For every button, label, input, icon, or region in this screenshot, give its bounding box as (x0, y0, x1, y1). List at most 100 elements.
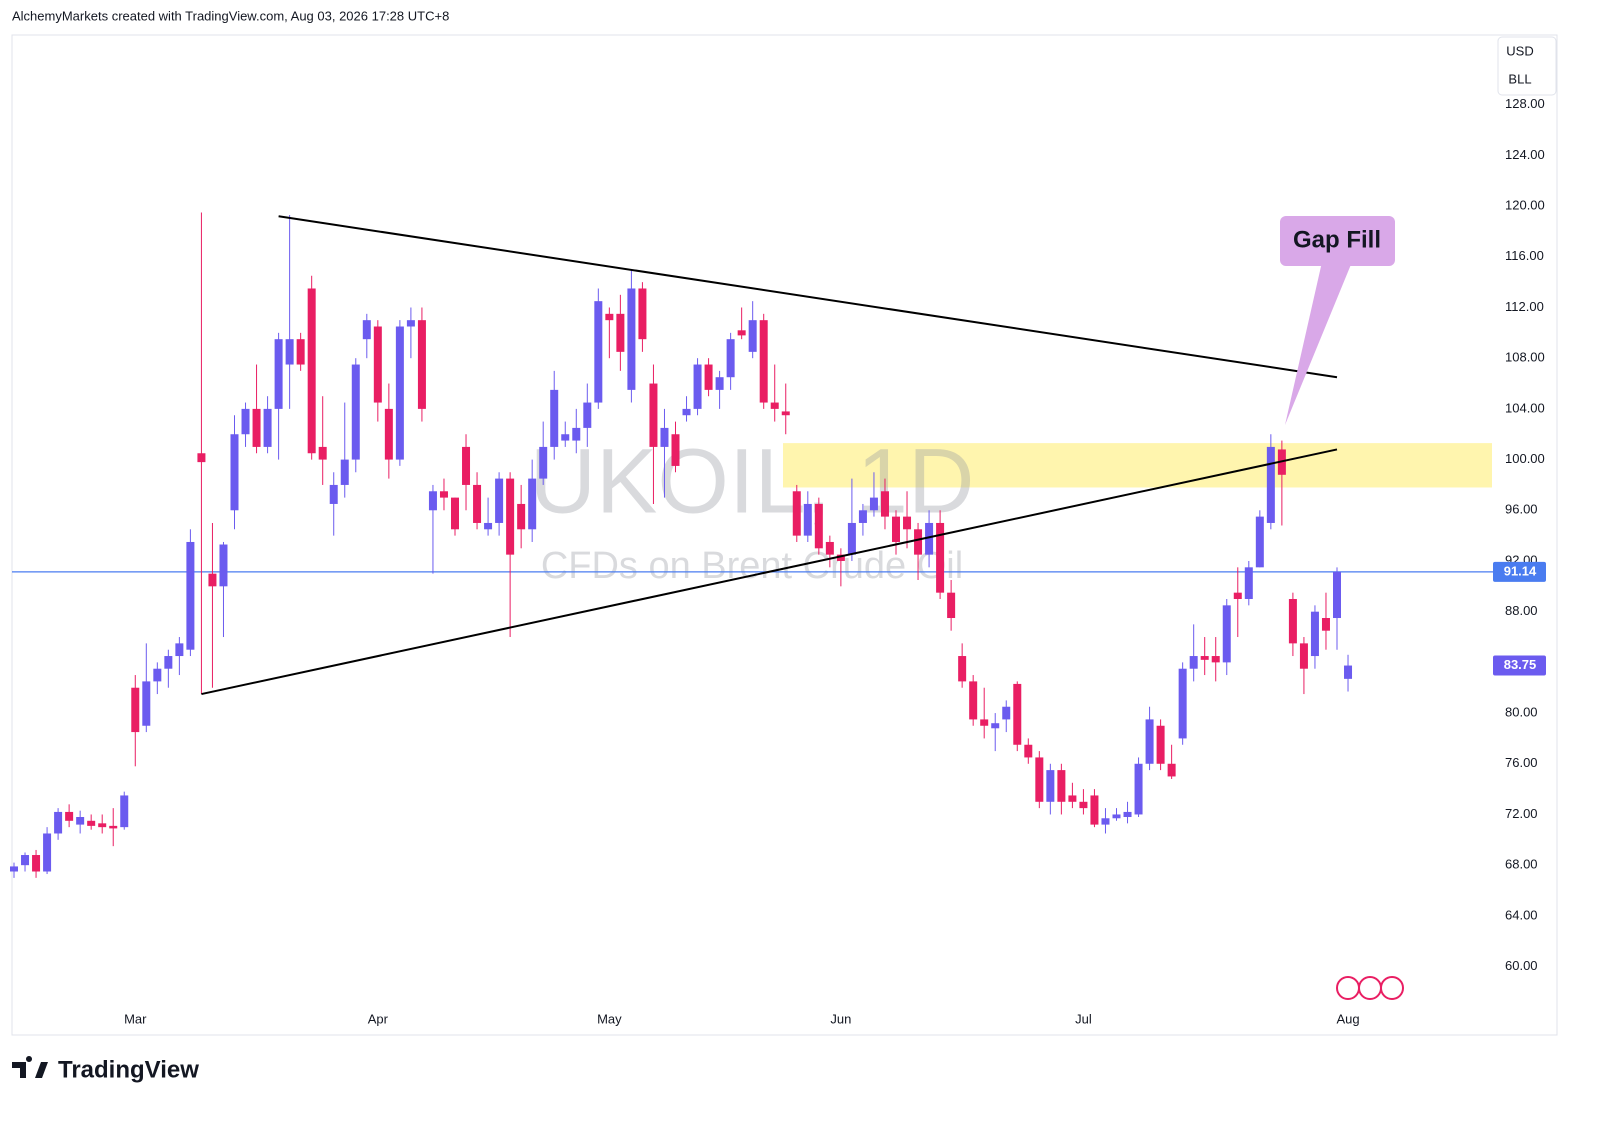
callout-text: Gap Fill (1293, 226, 1381, 253)
candle-body (208, 573, 217, 587)
candle-body (484, 522, 493, 530)
candle-body (1211, 656, 1220, 663)
candle-body (1288, 599, 1297, 644)
candle-body (880, 491, 889, 517)
candle-body (914, 529, 923, 555)
candle-body (671, 434, 680, 466)
candle-body (1299, 643, 1308, 669)
candle-body (991, 723, 1000, 729)
trendline (278, 215, 1338, 379)
candle-body (43, 833, 52, 872)
candle-body (704, 364, 713, 390)
candle-body (770, 402, 779, 409)
candle-body (825, 541, 834, 555)
candle-body (561, 434, 570, 441)
candle-body (1134, 763, 1143, 815)
candle-body (847, 522, 856, 555)
candle-body (1145, 719, 1154, 764)
y-tick-label: 76.00 (1505, 755, 1538, 770)
candle-body (594, 301, 603, 403)
candle-body (76, 817, 85, 825)
candle-body (1333, 571, 1341, 619)
candle-body (1156, 725, 1165, 764)
candle-body (109, 825, 118, 829)
candle-body (517, 503, 526, 530)
candle-body (737, 330, 746, 336)
candle-body (759, 320, 768, 403)
y-tick-label: 116.00 (1505, 248, 1544, 263)
header: AlchemyMarkets created with TradingView.… (12, 8, 449, 23)
x-tick-label: Mar (124, 1011, 147, 1026)
candle-body (781, 411, 790, 416)
candle-body (814, 503, 823, 549)
candle-body (473, 484, 482, 523)
candle-body (1167, 763, 1176, 777)
candle-body (572, 427, 581, 441)
candle-body (550, 389, 559, 447)
candle-body (329, 484, 338, 504)
candle-body (462, 446, 471, 485)
y-tick-label: 68.00 (1505, 857, 1538, 872)
candle-body (1344, 665, 1353, 679)
candle-body (307, 288, 316, 454)
candle-body (164, 656, 173, 669)
candle-body (1079, 801, 1088, 809)
watermark-subtitle: CFDs on Brent Crude Oil (541, 545, 963, 587)
candle-body (1244, 567, 1253, 600)
candle-body (318, 446, 327, 460)
candle-body (506, 478, 515, 555)
candle-body (1233, 592, 1242, 600)
logo-text: TradingView (58, 1056, 199, 1083)
logo: TradingView (12, 1056, 199, 1083)
candle-body (131, 687, 140, 733)
candle-body (1222, 605, 1231, 663)
candle-body (715, 377, 724, 390)
candle-body (175, 643, 184, 657)
flags (1336, 976, 1404, 1000)
y-tick-label: 100.00 (1505, 451, 1545, 466)
y-tick-label: 124.00 (1505, 147, 1545, 162)
x-tick-label: Jun (830, 1011, 851, 1026)
candle-body (539, 446, 548, 479)
candle-body (186, 541, 195, 650)
candle-body (726, 339, 735, 378)
candle-body (98, 823, 107, 828)
currency-box (1497, 36, 1557, 96)
candle-body (925, 522, 934, 555)
candle-body (947, 592, 956, 619)
candle-body (274, 339, 283, 409)
candle-body (263, 408, 272, 447)
candle-body (1123, 811, 1132, 818)
candle-body (495, 478, 504, 523)
candle-body (616, 313, 625, 352)
candle-body (296, 339, 305, 365)
y-tick-label: 80.00 (1505, 705, 1538, 720)
x-tick-label: Aug (1336, 1011, 1359, 1026)
candle-body (1057, 770, 1066, 802)
candle-body (1255, 516, 1264, 568)
x-tick-label: May (597, 1011, 622, 1026)
candle-body (936, 522, 945, 593)
candle-body (693, 364, 702, 409)
logo-icon (12, 1056, 48, 1078)
watermark: UKOIL, 1D (530, 430, 975, 532)
candle-body (230, 434, 239, 511)
candle-body (1266, 446, 1275, 523)
y-tick-label: 108.00 (1505, 350, 1545, 365)
candle-body (10, 866, 18, 872)
gap-zone (783, 443, 1492, 488)
y-tick-label: 60.00 (1505, 958, 1538, 973)
candle-body (903, 516, 912, 530)
candle-body (384, 408, 393, 460)
candle-body (1046, 770, 1055, 802)
candle-body (649, 383, 658, 447)
candle-body (969, 681, 978, 720)
candle-body (54, 811, 63, 834)
candle-body (21, 855, 30, 866)
candle-body (406, 320, 415, 327)
callout-pointer (1285, 262, 1352, 425)
y-tick-label: 64.00 (1505, 907, 1538, 922)
y-tick-label: 104.00 (1505, 400, 1545, 415)
candle-body (241, 408, 250, 435)
candle-body (395, 326, 404, 460)
